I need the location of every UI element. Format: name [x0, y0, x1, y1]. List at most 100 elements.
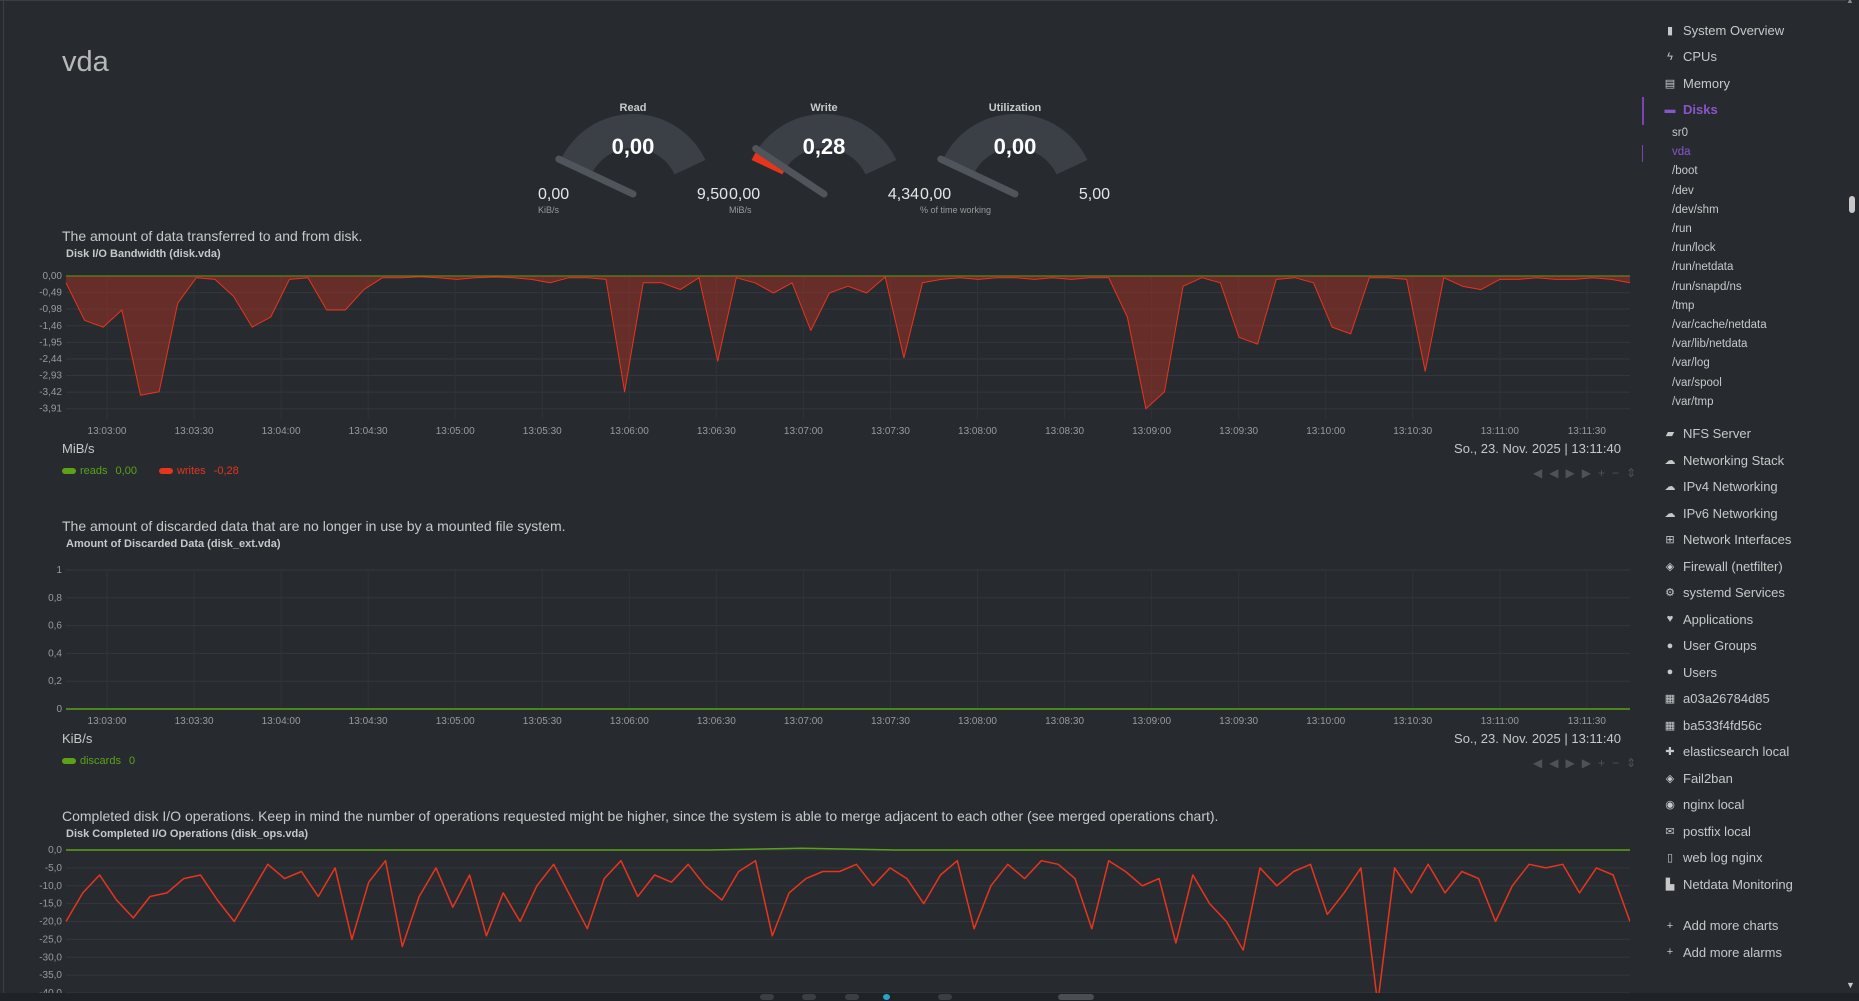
chart-toolbar-bandwidth[interactable]: ◀◀▶▶+−⇕ [1533, 466, 1643, 480]
x-tick-label: 13:08:00 [958, 426, 997, 435]
sidebar-item-web-log-nginx[interactable]: ▯ web log nginx [1663, 850, 1763, 865]
chart-info-ops: Completed disk I/O operations. Keep in m… [62, 808, 1219, 824]
sidebar-item-a03a26784d85[interactable]: ▦ a03a26784d85 [1663, 691, 1770, 706]
scrollbar-thumb[interactable] [1849, 196, 1855, 213]
scroll-up-icon[interactable]: ▲ [1846, 0, 1854, 5]
sidebar-subitem[interactable]: /var/lib/netdata [1672, 338, 1748, 351]
page-scrollbar[interactable] [1846, 0, 1859, 1001]
zoom-in-icon[interactable]: + [1597, 756, 1612, 770]
y-tick-label: -2,44 [39, 354, 62, 365]
sidebar-subitem[interactable]: /run/netdata [1672, 261, 1734, 274]
sidebar-item-firewall-netfilter-[interactable]: ◈ Firewall (netfilter) [1663, 559, 1783, 574]
scroll-down-icon[interactable]: ▼ [1846, 980, 1855, 990]
legend-item-discards[interactable]: discards 0 [62, 755, 135, 767]
sidebar-item-cpus[interactable]: ϟ CPUs [1663, 49, 1717, 64]
chart-legend-bandwidth: reads 0,00 writes -0,28 [62, 465, 239, 477]
chart-disk-ops[interactable]: Disk Completed I/O Operations (disk_ops.… [0, 825, 1630, 997]
sidebar-item-ipv6-networking[interactable]: ☁ IPv6 Networking [1663, 506, 1778, 521]
sidebar-item-nfs-server[interactable]: ▰ NFS Server [1663, 426, 1751, 441]
sidebar-item-users[interactable]: ● Users [1663, 665, 1717, 680]
legend-item-reads[interactable]: reads 0,00 [62, 465, 137, 477]
sidebar-subitem[interactable]: /tmp [1672, 299, 1695, 312]
sidebar-subitem[interactable]: /var/log [1672, 357, 1710, 370]
sidebar-item-nginx-local[interactable]: ◉ nginx local [1663, 797, 1744, 812]
sidebar-subitem[interactable]: vda [1672, 146, 1691, 159]
chart-discarded-data[interactable]: Amount of Discarded Data (disk_ext.vda) 1… [0, 535, 1630, 725]
sidebar-item-ipv4-networking[interactable]: ☁ IPv4 Networking [1663, 479, 1778, 494]
page-title: vda [62, 46, 109, 78]
x-tick-label: 13:10:30 [1393, 426, 1432, 435]
sidebar-item-systemd-services[interactable]: ⚙ systemd Services [1663, 585, 1785, 600]
legend-item-writes[interactable]: writes -0,28 [158, 465, 239, 477]
legend-swatch [158, 468, 173, 474]
sidebar-subitem[interactable]: /run/snapd/ns [1672, 280, 1742, 293]
chart-units-discard: KiB/s [62, 731, 93, 746]
sidebar-item-user-groups[interactable]: ● User Groups [1663, 638, 1757, 653]
sidebar-subitem[interactable]: /dev/shm [1672, 203, 1719, 216]
sidebar-item-elasticsearch-local[interactable]: ✚ elasticsearch local [1663, 744, 1789, 759]
sidebar-subitem[interactable]: /var/tmp [1672, 395, 1714, 408]
series-line-reads [66, 847, 1630, 851]
sidebar-item-postfix-local[interactable]: ✉ postfix local [1663, 824, 1751, 839]
chart-title: Disk Completed I/O Operations (disk_ops.… [66, 828, 308, 840]
x-tick-label: 13:11:00 [1481, 716, 1520, 725]
x-tick-label: 13:07:00 [784, 426, 823, 435]
gauge-read: Read 0,00 0,00 9,50 KiB/s [538, 102, 728, 222]
chart-toolbar-discard[interactable]: ◀◀▶▶+−⇕ [1533, 756, 1643, 770]
gauge-min: 0,00 [729, 186, 761, 203]
sidebar-item-networking-stack[interactable]: ☁ Networking Stack [1663, 453, 1785, 468]
x-tick-label: 13:06:30 [697, 426, 736, 435]
grid-icon: ▦ [1664, 719, 1676, 732]
chart-disk-bandwidth[interactable]: Disk I/O Bandwidth (disk.vda) 0,00 -0,49 -0… [0, 245, 1630, 435]
zoom-in-icon[interactable]: + [1597, 466, 1612, 480]
sidebar-subitem[interactable]: /run/lock [1672, 242, 1716, 255]
chart-timestamp-discard: So., 23. Nov. 2025 | 13:11:40 [1454, 731, 1621, 746]
zoom-out-icon[interactable]: − [1611, 466, 1626, 480]
chart-icon: ▙ [1665, 878, 1675, 891]
sidebar-item-ba533f4fd56c[interactable]: ▦ ba533f4fd56c [1663, 718, 1762, 733]
chart-disk-ops-svg[interactable]: Disk Completed I/O Operations (disk_ops.… [0, 825, 1630, 997]
sidebar-subitem[interactable]: /run [1672, 223, 1692, 235]
gauge-max: 4,34 [887, 186, 919, 203]
y-tick-label: -2,93 [39, 371, 62, 382]
y-tick-label: -25,0 [39, 934, 62, 945]
shield-icon: ◈ [1665, 560, 1675, 573]
sidebar-item-memory[interactable]: ▤ Memory [1663, 76, 1730, 91]
sidebar-subitem[interactable]: /var/spool [1672, 376, 1722, 389]
resize-icon[interactable]: ⇕ [1625, 756, 1644, 770]
pan-left-icon[interactable]: ◀◀ [1533, 466, 1566, 480]
sidebar-subitem[interactable]: sr0 [1672, 127, 1688, 139]
legend-value: 0 [128, 755, 136, 767]
sidebar-item-system-overview[interactable]: ▮ System Overview [1663, 23, 1784, 38]
sidebar-subitem[interactable]: /var/cache/netdata [1672, 319, 1767, 331]
pan-right-icon[interactable]: ▶▶ [1565, 756, 1598, 770]
sitemap-icon: ⊞ [1665, 534, 1675, 546]
sidebar-item-label: Network Interfaces [1683, 532, 1792, 547]
pan-right-icon[interactable]: ▶▶ [1565, 466, 1598, 480]
legend-name: writes [176, 465, 206, 477]
x-tick-label: 13:07:00 [784, 716, 823, 725]
y-tick-label: -3,42 [39, 387, 62, 398]
sidebar-item-disks[interactable]: ▬ Disks [1663, 102, 1718, 117]
sidebar-item-label: User Groups [1683, 638, 1757, 653]
sidebar-item-add-more-charts[interactable]: + Add more charts [1663, 918, 1779, 933]
gauge-unit: KiB/s [538, 205, 560, 215]
sidebar-item-applications[interactable]: ♥ Applications [1663, 612, 1753, 627]
chart-disk-bandwidth-svg[interactable]: Disk I/O Bandwidth (disk.vda)0,00 -0,49 -0… [0, 245, 1630, 435]
sidebar-item-label: web log nginx [1683, 850, 1763, 865]
sidebar-item-add-more-alarms[interactable]: + Add more alarms [1663, 945, 1782, 960]
x-tick-label: 13:05:30 [523, 426, 562, 435]
zoom-out-icon[interactable]: − [1611, 756, 1626, 770]
sidebar-subitem[interactable]: /boot [1672, 165, 1698, 178]
sidebar-subitem[interactable]: /dev [1672, 184, 1694, 197]
gauge-needle [937, 155, 1019, 198]
resize-icon[interactable]: ⇕ [1625, 466, 1644, 480]
chart-discarded-data-svg[interactable]: Amount of Discarded Data (disk_ext.vda) 1… [0, 535, 1630, 725]
hdd-icon: ▬ [1664, 103, 1676, 116]
pan-left-icon[interactable]: ◀◀ [1533, 756, 1566, 770]
sidebar-item-netdata-monitoring[interactable]: ▙ Netdata Monitoring [1663, 877, 1793, 892]
sidebar-item-label: NFS Server [1683, 426, 1751, 441]
sidebar-item-network-interfaces[interactable]: ⊞ Network Interfaces [1663, 532, 1791, 547]
gauge-fill [751, 149, 786, 175]
sidebar-item-fail2ban[interactable]: ◈ Fail2ban [1663, 771, 1733, 786]
